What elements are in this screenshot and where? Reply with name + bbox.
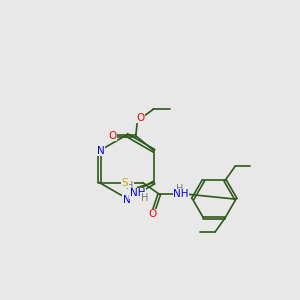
Text: H: H (141, 193, 148, 203)
Text: O: O (136, 112, 145, 122)
Text: NH: NH (173, 189, 189, 199)
Text: H: H (126, 181, 134, 191)
Text: H: H (176, 184, 183, 194)
Text: S: S (122, 178, 128, 188)
Text: O: O (108, 131, 116, 141)
Text: NH: NH (130, 188, 145, 199)
Text: N: N (123, 195, 130, 205)
Text: O: O (148, 209, 157, 219)
Text: N: N (97, 146, 105, 156)
